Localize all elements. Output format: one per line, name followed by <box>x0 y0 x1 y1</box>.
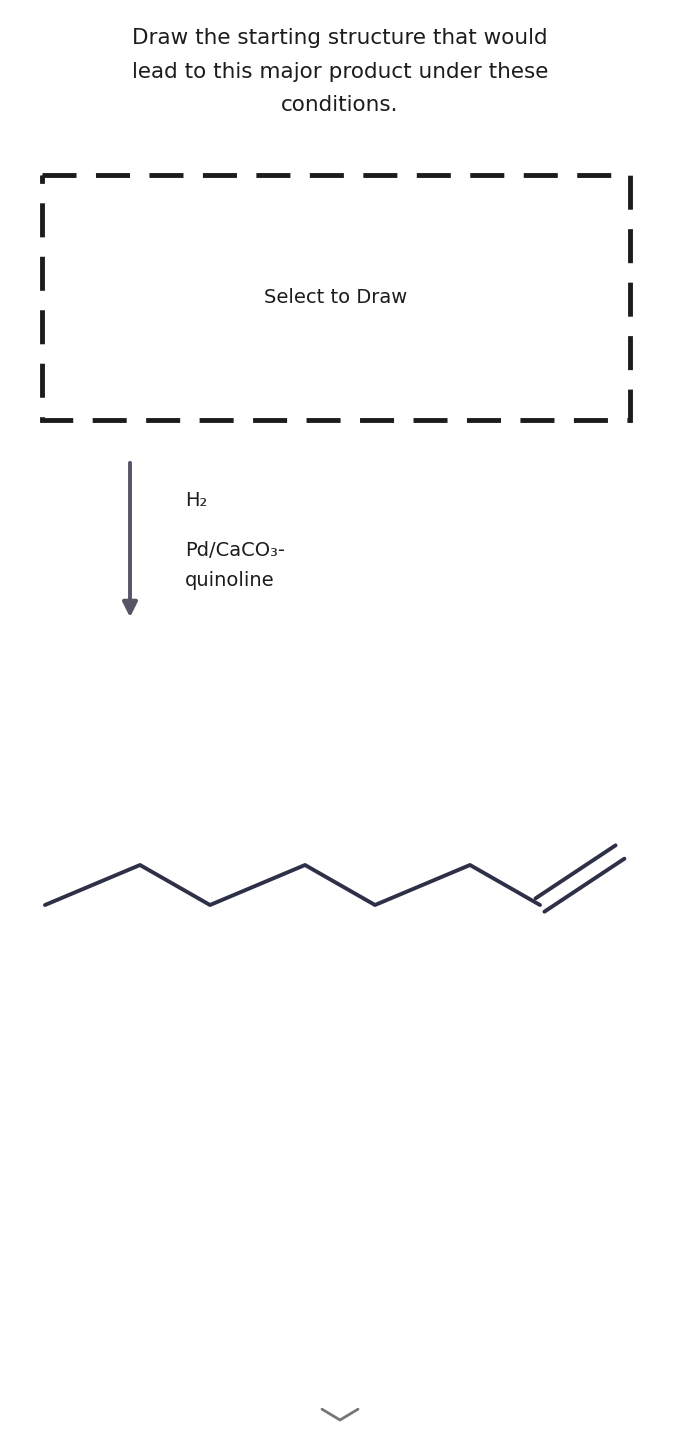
Text: Pd/CaCO₃-: Pd/CaCO₃- <box>185 541 285 560</box>
Text: conditions.: conditions. <box>282 95 398 115</box>
Text: quinoline: quinoline <box>185 570 275 589</box>
Bar <box>42 174 630 420</box>
Text: Select to Draw: Select to Draw <box>265 288 407 307</box>
Text: H₂: H₂ <box>185 490 207 509</box>
Text: Draw the starting structure that would: Draw the starting structure that would <box>132 28 548 48</box>
Text: lead to this major product under these: lead to this major product under these <box>132 63 548 81</box>
